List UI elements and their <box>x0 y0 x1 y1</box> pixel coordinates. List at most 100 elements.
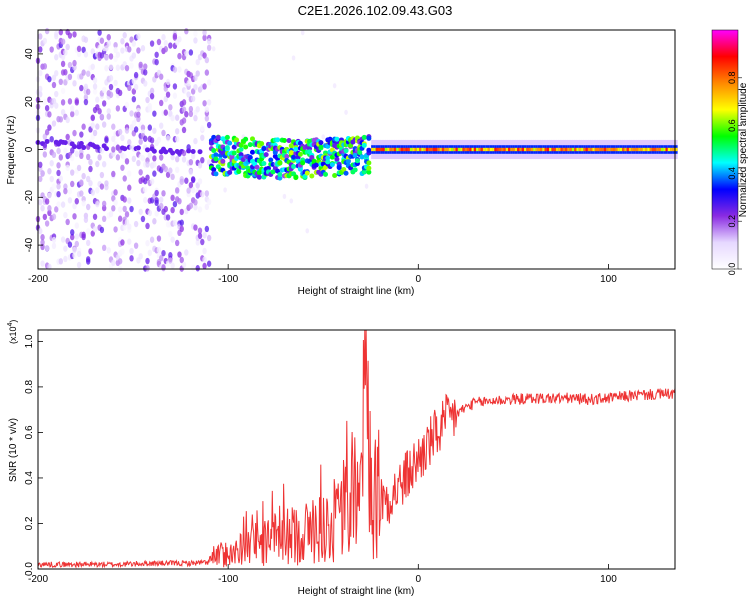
spectrogram-cell <box>42 133 48 140</box>
spectrogram-cell <box>163 165 168 173</box>
spectrogram-cell <box>300 30 305 36</box>
spectrogram-cell <box>136 159 141 167</box>
snr-y-ticks: 0.0 0.2 0.4 0.6 0.8 1.0 <box>24 334 43 576</box>
spectrogram-cell <box>88 179 93 187</box>
spectrogram-cell <box>49 135 54 143</box>
spectrogram-cell <box>174 114 180 121</box>
spectrogram-cell <box>47 263 52 271</box>
spectrogram-cell <box>152 127 157 134</box>
spectrogram-cell <box>565 147 569 152</box>
spectrogram-cell <box>127 46 132 53</box>
spectrogram-cell <box>44 138 50 144</box>
spectrogram-cell <box>428 147 432 152</box>
spectrogram-cell <box>471 147 475 152</box>
spectrogram-cell <box>70 169 75 176</box>
spectrogram-cell <box>104 45 109 52</box>
spectrogram-cell <box>88 158 93 166</box>
spectrogram-cell <box>460 147 464 152</box>
colorbar-label: Normalized spectral amplitude <box>738 82 749 217</box>
spectrogram-cell <box>92 88 98 95</box>
y-tick-label: 20 <box>24 96 35 108</box>
spectrogram-cell <box>200 238 205 246</box>
spectrogram-cell <box>83 94 89 101</box>
spectrogram-cell <box>448 147 452 152</box>
spectrogram-cell <box>174 135 180 143</box>
spectrogram-cell <box>423 147 427 152</box>
spectrogram-cell <box>81 46 86 54</box>
spectrogram-cell <box>101 86 107 94</box>
spectrogram-cell <box>366 165 372 171</box>
spectrogram-cell <box>85 239 91 247</box>
spectrogram-cell <box>149 178 155 185</box>
spectrogram-cell <box>117 258 123 265</box>
spectrogram-cell <box>234 137 240 143</box>
y-tick-label: 0.4 <box>24 471 35 485</box>
spectrogram-cell <box>79 152 84 160</box>
spectrogram-cell <box>202 232 207 239</box>
spectrogram-cell <box>672 147 676 152</box>
spectrogram-cell <box>188 158 194 166</box>
spectrogram-cell <box>514 147 518 152</box>
y-tick-label: 0.6 <box>24 425 35 439</box>
spectrogram-cell <box>47 209 52 217</box>
colorbar-tick-label: 0.2 <box>727 215 737 228</box>
spectrogram-cell <box>555 147 559 152</box>
spectrogram-cell <box>163 46 168 53</box>
spectrogram-cell <box>88 165 93 173</box>
spectrogram-cell <box>47 124 52 131</box>
spectrogram-cell <box>188 181 194 189</box>
x-tick-label: 0 <box>416 574 422 585</box>
spectrogram-cell <box>120 47 125 54</box>
x-tick-label: -200 <box>28 574 48 585</box>
spectrogram-cell <box>145 174 150 181</box>
spectrogram-cell <box>124 127 130 134</box>
spectrogram-cell <box>396 147 400 152</box>
spectrogram-cell <box>170 262 175 269</box>
spectrogram-cell <box>42 37 48 45</box>
spectrogram-cell <box>72 59 77 67</box>
spectrogram-cell <box>168 110 173 117</box>
spectrogram-cell <box>466 147 470 152</box>
spectrogram-cell <box>152 170 157 177</box>
spectrogram-cell <box>38 91 43 98</box>
spectrogram-cell <box>111 135 116 143</box>
spectrogram-cell <box>361 142 367 148</box>
y-tick-label: 0.2 <box>24 516 35 530</box>
spectrogram-cell <box>190 95 196 102</box>
spectrogram-cell <box>268 157 274 163</box>
spectrogram-cell <box>249 136 255 142</box>
spectrogram-cell <box>439 147 443 152</box>
spectrogram-cell <box>537 147 541 152</box>
spectrogram-cell <box>300 160 306 166</box>
spectrogram-cell <box>159 73 164 80</box>
y-tick-label: 0 <box>24 146 35 152</box>
spectrogram-cell <box>138 253 143 260</box>
spectrogram-cell <box>147 124 153 131</box>
spectrogram-cell <box>656 147 660 152</box>
spectrogram-cell <box>56 169 61 177</box>
spectrogram-cell <box>170 194 175 202</box>
spectrogram-cell <box>117 89 123 97</box>
spectrogram-cell <box>344 109 348 115</box>
spectrogram-cell <box>195 58 200 66</box>
spectrogram-cell <box>127 238 132 245</box>
spectrogram-cell <box>389 147 393 152</box>
spectrogram-cell <box>197 178 203 185</box>
spectrogram-cell <box>179 178 184 185</box>
spectrogram-cell <box>231 150 237 156</box>
spectrogram-cell <box>49 160 54 167</box>
spectrogram-cell <box>47 168 52 175</box>
spectrogram-cell <box>120 38 125 45</box>
spectrogram-cell <box>122 153 127 161</box>
spectrogram-cell <box>200 134 205 141</box>
spectrogram-cell <box>435 147 439 152</box>
spectrogram-cell <box>291 164 297 170</box>
spectrogram-cell <box>115 105 121 112</box>
spectrogram-cell <box>533 147 537 152</box>
spectrogram-cell <box>63 187 68 195</box>
spectrogram-cell <box>58 258 64 265</box>
spectrogram-cell <box>147 102 153 110</box>
spectrogram-cell <box>332 173 338 179</box>
spectrogram-cell <box>293 146 299 152</box>
